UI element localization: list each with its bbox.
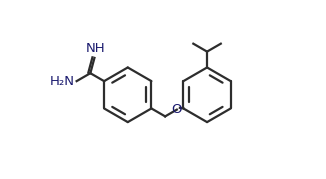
Text: H₂N: H₂N [50, 75, 75, 88]
Text: O: O [171, 103, 182, 116]
Text: NH: NH [85, 42, 105, 55]
